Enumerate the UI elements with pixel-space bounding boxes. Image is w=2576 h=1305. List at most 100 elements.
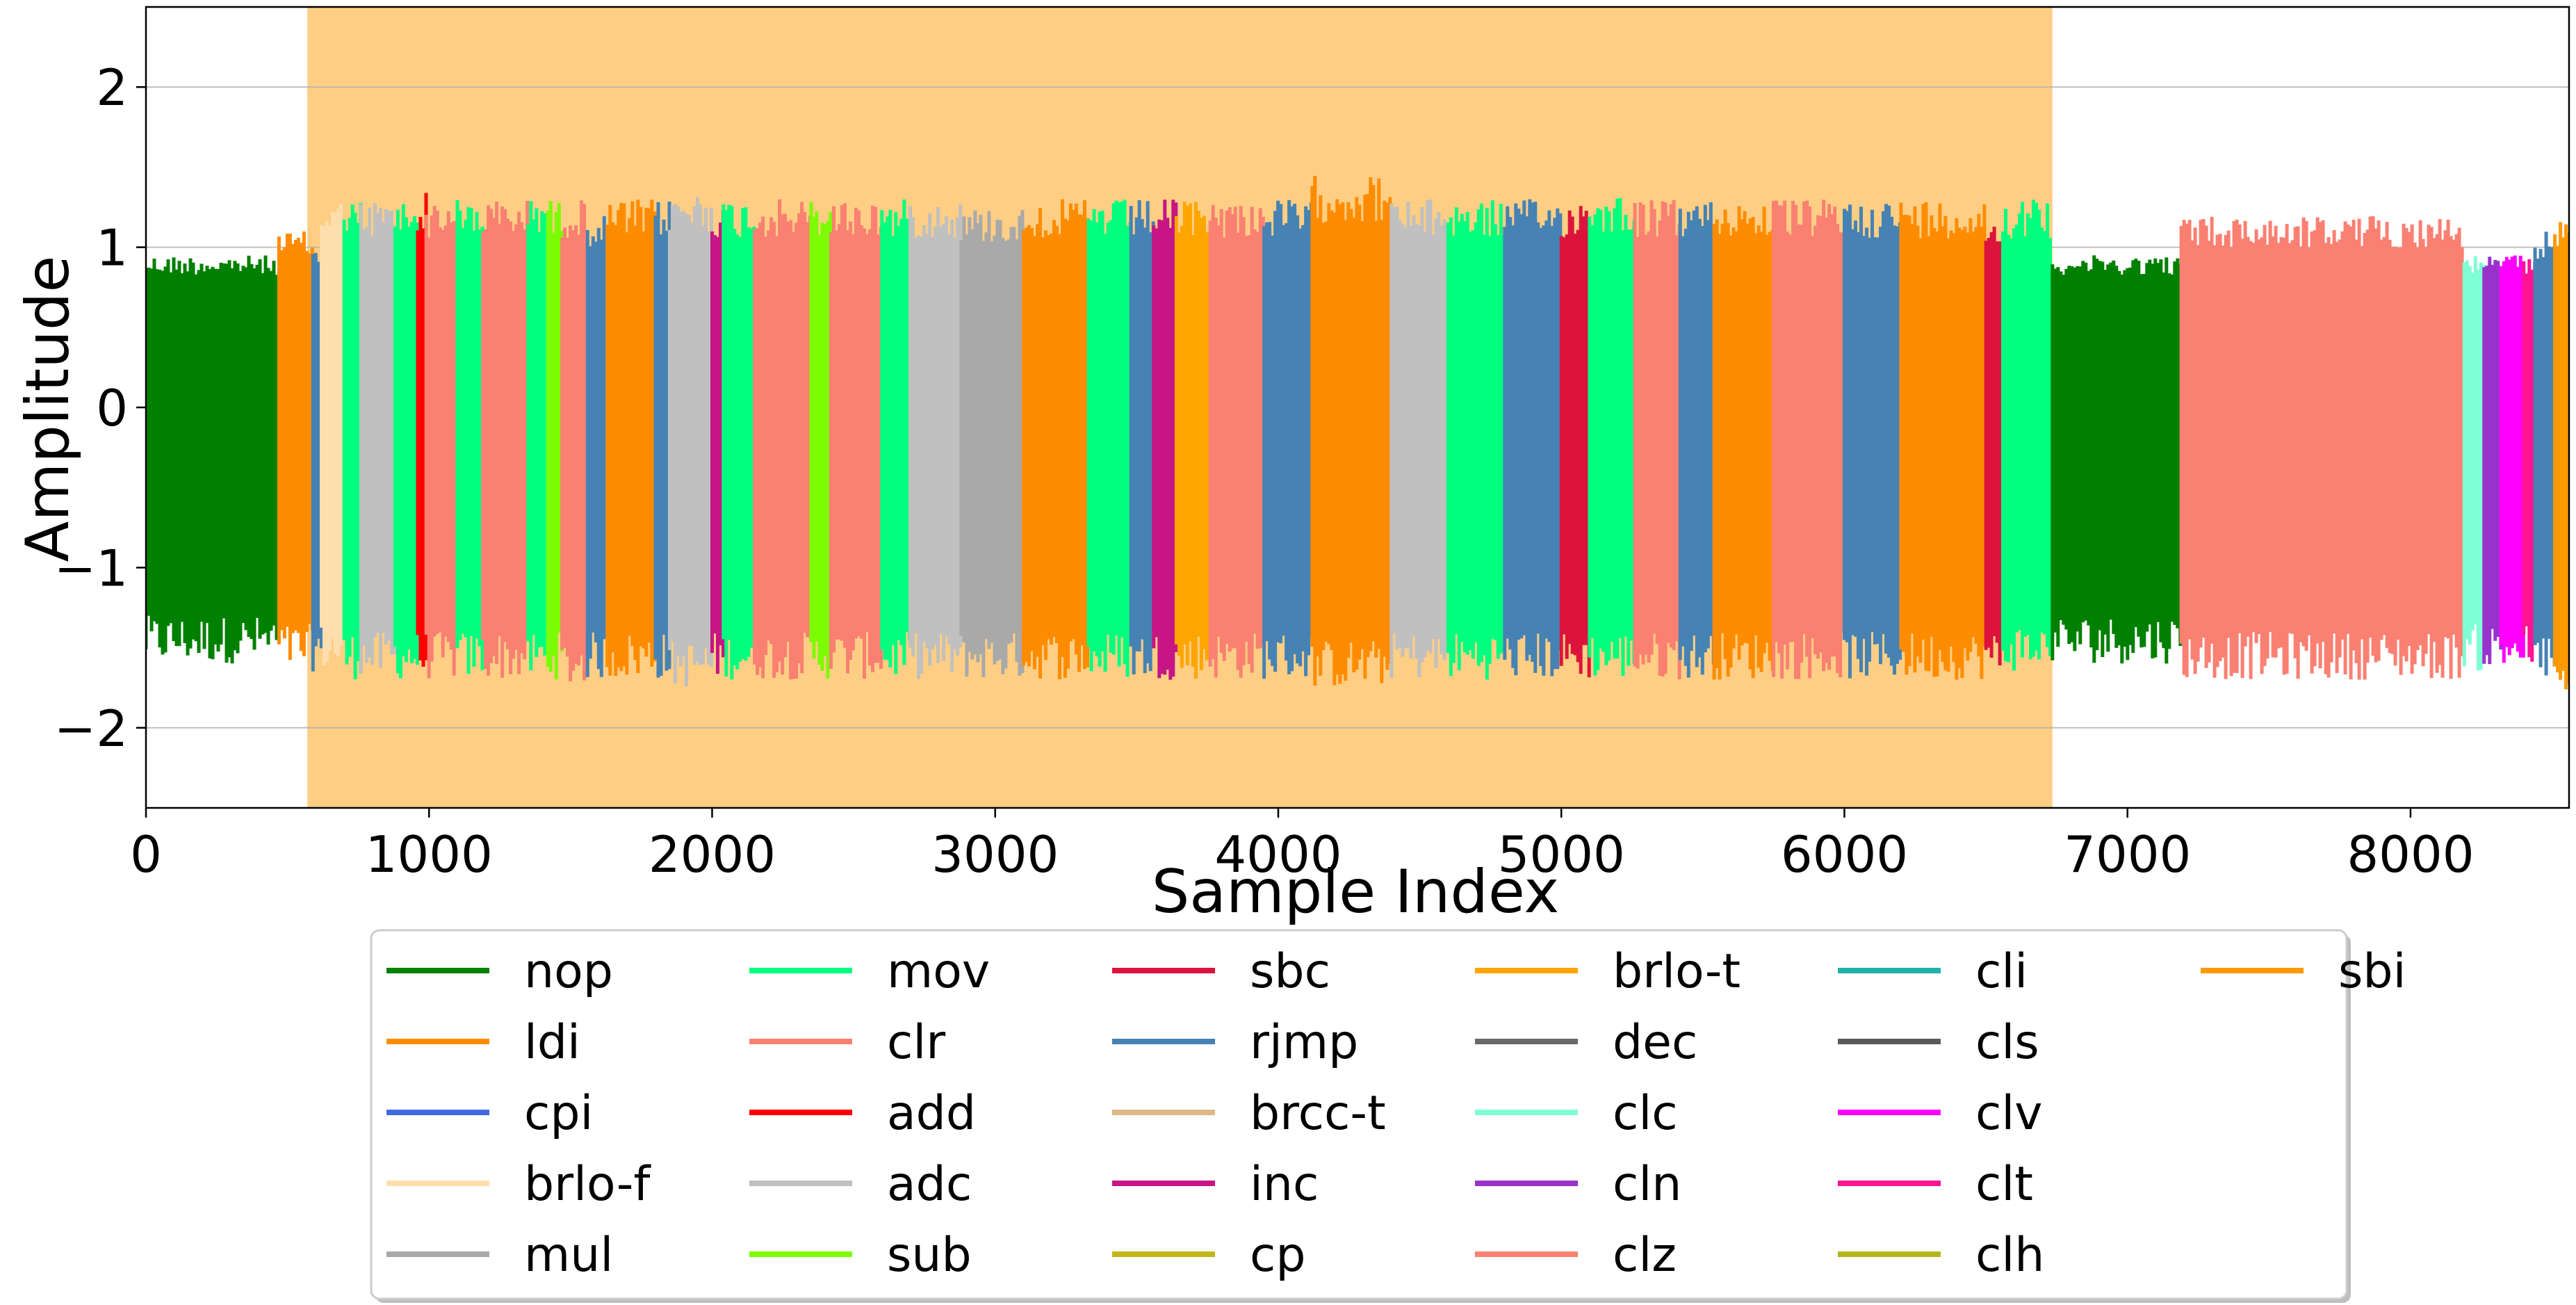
legend-entry-mov: mov (749, 944, 990, 999)
segment-clr (1772, 200, 1845, 679)
legend-label: brlo-t (1613, 944, 1741, 999)
segment-sbi (2553, 222, 2569, 690)
y-tick-label: 2 (96, 58, 128, 117)
legend-entry-sub: sub (749, 1228, 972, 1283)
waveform (146, 176, 2569, 690)
x-tick-label: 2000 (649, 825, 776, 884)
segment-rjmp (311, 252, 323, 672)
legend-entry-nop: nop (386, 944, 613, 999)
segment-sub (809, 202, 833, 679)
x-tick-label: 7000 (2064, 825, 2191, 884)
segment-rjmp (2533, 232, 2557, 676)
y-tick-label: −1 (54, 539, 128, 597)
segment-ldi (605, 200, 657, 676)
x-tick-label: 6000 (1781, 825, 1908, 884)
y-tick-label: 0 (96, 379, 128, 437)
segment-ldi (277, 231, 314, 660)
legend-label: cpi (524, 1086, 593, 1141)
legend-entry-clv: clv (1838, 1086, 2043, 1141)
legend-entry-sbi: sbi (2201, 944, 2406, 999)
segment-rjmp (1262, 200, 1314, 679)
segment-sbc (1559, 206, 1591, 678)
y-axis-label: Amplitude (13, 256, 83, 562)
segment-rjmp (1678, 202, 1715, 678)
legend-entry-dec: dec (1475, 1015, 1697, 1070)
legend-entry-rjmp: rjmp (1112, 1015, 1358, 1070)
segment-clr (753, 199, 813, 680)
legend: nop ldi cpi brlo-f mul mov clr add adc sub sbc rjmp… (370, 929, 2406, 1303)
segment-nop (2051, 255, 2183, 664)
legend-label: clc (1613, 1086, 1678, 1141)
x-axis-label: Sample Index (1152, 857, 1560, 927)
legend-entry-inc: inc (1112, 1157, 1319, 1212)
segment-adc (908, 204, 963, 679)
segment-rjmp (653, 202, 671, 678)
segment-mov (1588, 197, 1636, 676)
x-tick-label: 8000 (2347, 825, 2474, 884)
segment-ldi (1712, 206, 1775, 680)
segment-ldi (1022, 199, 1089, 679)
legend-entry-cln: cln (1475, 1157, 1681, 1212)
segment-clt (2522, 259, 2537, 662)
segment-inc (710, 211, 725, 674)
segment-add (416, 193, 428, 667)
legend-label: sub (887, 1228, 972, 1283)
segment-rjmp (1843, 204, 1902, 679)
segment-clz (2179, 216, 2464, 680)
segment-adc (1389, 200, 1449, 679)
segment-brlo-f (320, 204, 345, 666)
axes: 0 1000 2000 3000 4000 5000 6000 7000 8000 2 1 0 −1 −2 (54, 6, 2570, 884)
legend-label: clv (1975, 1086, 2043, 1141)
segment-clr (1208, 204, 1265, 678)
segment-clv (2499, 255, 2525, 663)
legend-label: cp (1250, 1228, 1306, 1283)
segment-mov (722, 204, 756, 680)
segment-ldi (1310, 176, 1392, 686)
legend-label: cln (1613, 1157, 1681, 1212)
legend-entry-clz: clz (1475, 1228, 1677, 1283)
legend-label: ldi (524, 1015, 580, 1070)
legend-entry-cpi: cpi (386, 1086, 593, 1141)
segment-cln (2482, 257, 2503, 665)
legend-entry-adc: adc (749, 1157, 972, 1212)
x-tick-label: 3000 (931, 825, 1059, 884)
legend-entry-clh: clh (1838, 1228, 2044, 1283)
segment-mov (1086, 200, 1132, 677)
legend-frame (370, 929, 2348, 1300)
legend-label: cls (1975, 1015, 2039, 1070)
legend-label: mov (887, 944, 990, 999)
legend-label: sbc (1250, 944, 1330, 999)
segment-ldi (1899, 202, 1987, 680)
x-tick-label: 5000 (1498, 825, 1625, 884)
segment-clr (481, 200, 530, 678)
segment-clc (2462, 256, 2486, 671)
legend-entry-cli: cli (1838, 944, 2028, 999)
legend-entry-brcc-t: brcc-t (1112, 1086, 1386, 1141)
legend-label: inc (1250, 1157, 1319, 1212)
segment-mov (2001, 200, 2052, 671)
segment-sbc (1984, 227, 2005, 665)
legend-entry-brlo-t: brlo-t (1475, 944, 1741, 999)
legend-entry-cp: cp (1112, 1228, 1306, 1283)
x-tick-label: 0 (130, 825, 162, 884)
segment-adc (667, 197, 713, 686)
legend-label: clz (1613, 1228, 1677, 1283)
legend-entry-ldi: ldi (386, 1015, 580, 1070)
segment-sub (546, 201, 564, 680)
segment-rjmp (1129, 200, 1155, 674)
segment-brlo-t (1174, 202, 1212, 679)
legend-label: nop (524, 944, 613, 999)
segment-mul (959, 210, 1025, 677)
legend-entry-sbc: sbc (1112, 944, 1330, 999)
legend-label: cli (1975, 944, 2028, 999)
segment-inc (1152, 200, 1178, 680)
legend-entry-brlo-f: brlo-f (386, 1157, 651, 1212)
y-tick-label: −2 (54, 699, 128, 758)
legend-entry-cls: cls (1838, 1015, 2039, 1070)
segment-nop (146, 255, 279, 664)
legend-label: brlo-f (524, 1157, 651, 1212)
legend-label: clh (1975, 1228, 2044, 1283)
x-tick-label: 4000 (1214, 825, 1342, 884)
segment-adc (359, 202, 396, 674)
segment-rjmp (1503, 199, 1563, 676)
